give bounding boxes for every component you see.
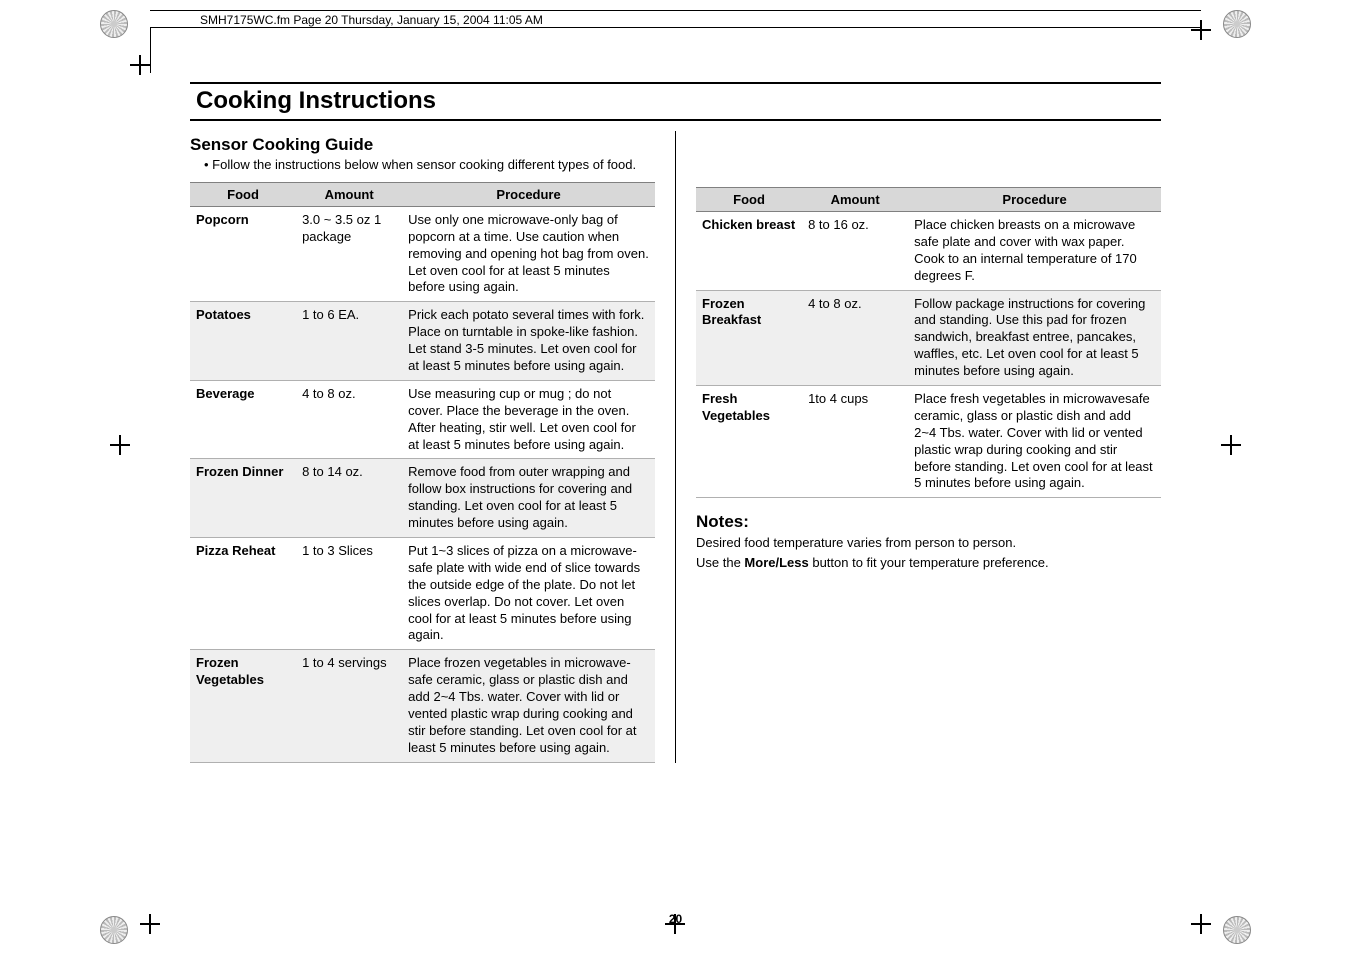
right-column: Food Amount Procedure Chicken breast8 to… <box>675 131 1161 763</box>
cell-food: Chicken breast <box>696 212 802 291</box>
table-row: Pizza Reheat1 to 3 SlicesPut 1~3 slices … <box>190 538 655 650</box>
cell-amount: 1 to 4 servings <box>296 650 402 762</box>
col-header-procedure: Procedure <box>402 182 655 206</box>
col-header-amount: Amount <box>296 182 402 206</box>
crop-mark <box>110 435 130 455</box>
section-heading: Sensor Cooking Guide <box>190 135 655 155</box>
cell-procedure: Use measuring cup or mug ; do not cover.… <box>402 380 655 459</box>
cell-food: Frozen Vegetables <box>190 650 296 762</box>
cell-food: Potatoes <box>190 302 296 381</box>
registration-mark <box>1223 10 1251 38</box>
cell-procedure: Place frozen vegetables in microwave-saf… <box>402 650 655 762</box>
cell-procedure: Put 1~3 slices of pizza on a microwave-s… <box>402 538 655 650</box>
cell-amount: 4 to 8 oz. <box>802 290 908 385</box>
notes-text: Use the <box>696 555 744 570</box>
left-column: Sensor Cooking Guide Follow the instruct… <box>190 131 655 763</box>
table-row: Chicken breast8 to 16 oz.Place chicken b… <box>696 212 1161 291</box>
sensor-cooking-table-left: Food Amount Procedure Popcorn3.0 ~ 3.5 o… <box>190 182 655 763</box>
cell-amount: 4 to 8 oz. <box>296 380 402 459</box>
notes-text: button to fit your temperature preferenc… <box>809 555 1049 570</box>
table-row: Frozen Dinner8 to 14 oz.Remove food from… <box>190 459 655 538</box>
cell-amount: 1to 4 cups <box>802 386 908 498</box>
cell-amount: 8 to 16 oz. <box>802 212 908 291</box>
cell-amount: 1 to 3 Slices <box>296 538 402 650</box>
cell-amount: 1 to 6 EA. <box>296 302 402 381</box>
cell-food: Beverage <box>190 380 296 459</box>
col-header-food: Food <box>190 182 296 206</box>
cell-procedure: Place chicken breasts on a microwave saf… <box>908 212 1161 291</box>
cell-food: Frozen Dinner <box>190 459 296 538</box>
page-number: 20 <box>0 912 1351 926</box>
sensor-cooking-table-right: Food Amount Procedure Chicken breast8 to… <box>696 187 1161 498</box>
crop-line <box>150 28 151 73</box>
table-row: Frozen Vegetables1 to 4 servingsPlace fr… <box>190 650 655 762</box>
notes-line: Use the More/Less button to fit your tem… <box>696 554 1161 572</box>
cell-amount: 8 to 14 oz. <box>296 459 402 538</box>
crop-mark <box>130 55 150 75</box>
cell-procedure: Use only one microwave-only bag of popco… <box>402 206 655 301</box>
notes-bold: More/Less <box>744 555 808 570</box>
notes-line: Desired food temperature varies from per… <box>696 534 1161 552</box>
page-title: Cooking Instructions <box>190 82 1161 121</box>
table-row: Popcorn3.0 ~ 3.5 oz 1 packageUse only on… <box>190 206 655 301</box>
print-header: SMH7175WC.fm Page 20 Thursday, January 1… <box>150 10 1201 28</box>
cell-amount: 3.0 ~ 3.5 oz 1 package <box>296 206 402 301</box>
cell-food: Pizza Reheat <box>190 538 296 650</box>
cell-procedure: Place fresh vegetables in microwavesafe … <box>908 386 1161 498</box>
cell-procedure: Remove food from outer wrapping and foll… <box>402 459 655 538</box>
notes-heading: Notes: <box>696 512 1161 532</box>
cell-food: Frozen Breakfast <box>696 290 802 385</box>
table-row: Fresh Vegetables1to 4 cupsPlace fresh ve… <box>696 386 1161 498</box>
cell-procedure: Prick each potato several times with for… <box>402 302 655 381</box>
col-header-procedure: Procedure <box>908 188 1161 212</box>
table-row: Potatoes1 to 6 EA.Prick each potato seve… <box>190 302 655 381</box>
cell-procedure: Follow package instructions for covering… <box>908 290 1161 385</box>
page-content: Cooking Instructions Sensor Cooking Guid… <box>190 82 1161 894</box>
col-header-amount: Amount <box>802 188 908 212</box>
col-header-food: Food <box>696 188 802 212</box>
crop-mark <box>1221 435 1241 455</box>
cell-food: Fresh Vegetables <box>696 386 802 498</box>
intro-bullet: Follow the instructions below when senso… <box>190 157 655 174</box>
table-row: Beverage4 to 8 oz.Use measuring cup or m… <box>190 380 655 459</box>
registration-mark <box>100 10 128 38</box>
cell-food: Popcorn <box>190 206 296 301</box>
table-row: Frozen Breakfast4 to 8 oz.Follow package… <box>696 290 1161 385</box>
